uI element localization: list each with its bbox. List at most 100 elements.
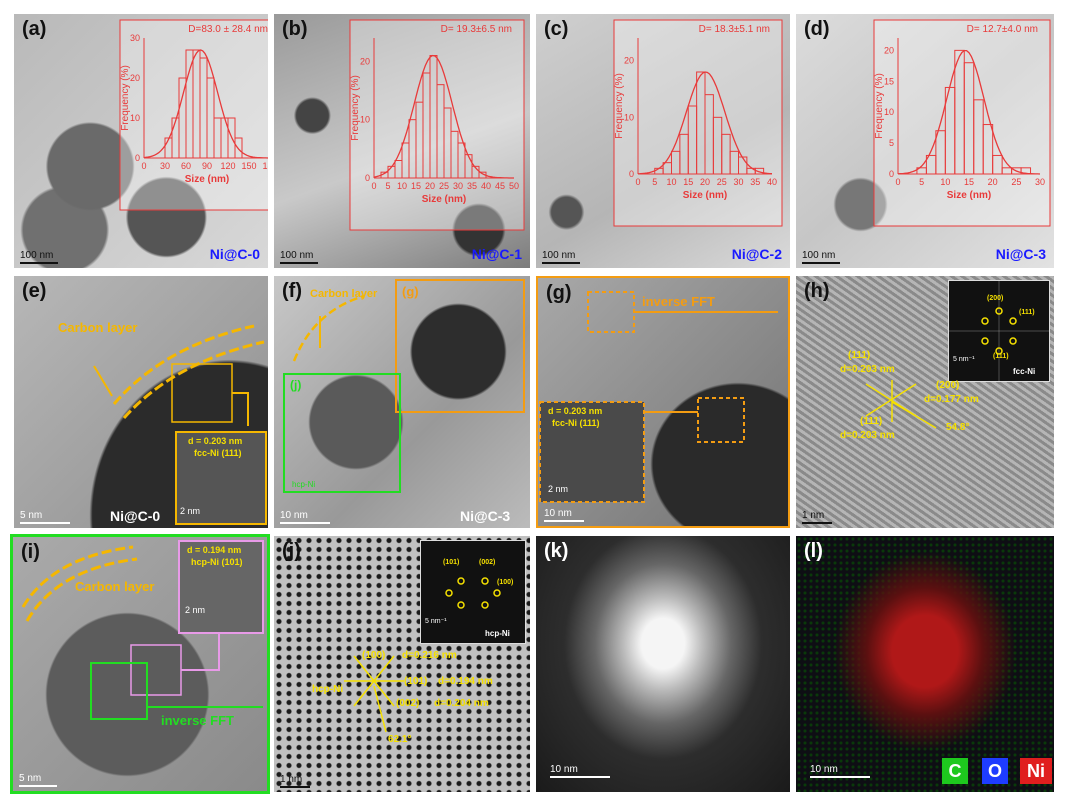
gaussian-fit [897,49,1041,175]
x-axis-label: Size (nm) [422,194,466,205]
callout-arrow [232,392,249,426]
x-tick-label: 40 [481,181,491,191]
panel-g: (g) inverse FFT d = 0.203 nm fcc-Ni (111… [536,276,790,528]
scale-label: 100 nm [20,250,54,261]
inverse-fft-label: inverse FFT [642,294,715,309]
panel-j: (j) (101) (002) (100) 5 nm⁻¹ hcp-Ni (100… [274,536,530,792]
fft-label-002: (002) [479,559,496,566]
scale-label: 10 nm [810,764,838,775]
y-tick-label: 10 [624,112,634,122]
d-spacing-label: d=0.203 nm [840,364,895,375]
x-tick-label: 60 [181,161,191,171]
fft-inset: (101) (002) (100) 5 nm⁻¹ hcp-Ni [420,540,526,644]
carbon-layer-label: Carbon layer [75,579,155,594]
carbon-layer-label: Carbon layer [58,320,138,335]
x-tick-label: 90 [202,161,212,171]
panel-b: (b) 0 5 10 15 20 25 30 35 40 45 50 0 10 20 Size (nm) Fr… [274,14,530,268]
plane-label: (111) [860,416,883,427]
y-axis-label: Frequency (%) [874,73,885,139]
mean-size-label: D= 12.7±4.0 nm [967,24,1038,35]
x-tick-label: 20 [700,177,710,187]
panel-label: (j) [282,540,301,562]
scale-bar: 10 nm [280,510,330,524]
plane-label: (101) [404,676,428,687]
d-spacing-label: d=0.216 nm [402,650,457,661]
fft-label-100: (100) [497,579,514,586]
scale-bar: 100 nm [542,250,580,264]
x-tick-label: 30 [453,181,463,191]
d-spacing-label: d=0.203 nm [840,430,895,441]
selection-box [587,291,635,333]
x-tick-label: 35 [467,181,477,191]
x-tick-label: 120 [220,161,235,171]
panel-a: (a) 0 30 60 90 120 150 180 0 10 20 30 Size (nm) Freq… [14,14,268,268]
y-tick-label: 20 [624,56,634,66]
inverse-fft-label: inverse FFT [161,713,234,728]
x-axis-label: Size (nm) [947,190,991,201]
fft-scale: 5 nm⁻¹ [425,618,447,625]
histogram-bar [234,137,243,159]
lattice-annotation [865,380,937,429]
x-tick-label: 40 [767,177,777,187]
fft-inset: (200) (111) (111) 5 nm⁻¹ fcc-Ni [948,280,1050,382]
panel-label: (f) [282,280,302,302]
y-axis-label: Frequency (%) [350,75,361,141]
panel-c: (c) 0 5 10 15 20 25 30 35 40 0 10 20 Size (nm) Freque… [536,14,790,268]
x-tick-label: 10 [397,181,407,191]
panel-label: (l) [804,540,823,562]
gaussian-fit [637,71,773,175]
scale-label: 100 nm [802,250,836,261]
size-histogram: 0 30 60 90 120 150 180 0 10 20 30 Size (nm) Frequenc… [119,19,268,211]
x-tick-label: 25 [717,177,727,187]
scale-label: 100 nm [280,250,314,261]
y-tick-label: 0 [629,169,634,179]
x-tick-label: 20 [425,181,435,191]
y-tick-label: 10 [884,107,894,117]
carbon-layer-outline [112,324,255,405]
panel-label: (b) [282,18,308,40]
angle-label: 54.8° [946,422,970,433]
y-tick-label: 10 [130,113,140,123]
y-tick-label: 20 [130,73,140,83]
carbon-layer-outline [21,545,134,608]
scale-label: 5 nm [20,510,43,521]
histogram-bar [1020,167,1032,175]
plane-label: (100) [362,650,386,661]
legend-label: O [987,760,1002,781]
plane-label: fcc-Ni (111) [194,448,242,458]
scale-bar: 10 nm [550,764,610,778]
d-spacing-label: d=0.194 nm [438,676,493,687]
carbon-layer-outline [292,294,365,362]
sample-label: Ni@C-2 [731,246,782,262]
d-spacing-label: d=0.177 nm [924,394,979,405]
panel-d: (d) 0 5 10 15 20 25 30 0 5 10 15 20 Size (nm) Frequen… [796,14,1054,268]
scale-label: 10 nm [550,764,578,775]
selection-box-g [395,279,525,413]
fft-pattern [949,281,1049,381]
scale-bar: 1 nm [280,774,310,788]
mean-size-label: D= 19.3±6.5 nm [441,24,512,35]
scale-label: 10 nm [280,510,308,521]
x-tick-label: 50 [509,181,519,191]
x-tick-label: 30 [160,161,170,171]
scale-label: 1 nm [802,510,825,521]
selection-box [90,662,148,720]
panel-label: (a) [22,18,47,40]
y-tick-label: 15 [884,76,894,86]
plane-label: (200) [936,380,960,391]
x-tick-label: 30 [733,177,743,187]
y-tick-label: 30 [130,33,140,43]
x-tick-label: 30 [1035,177,1045,187]
carbon-layer-outline [122,340,265,419]
x-axis-label: Size (nm) [683,190,727,201]
inset-scale-label: 2 nm [185,605,206,615]
panel-h: (h) (200) (111) (111) 5 nm⁻¹ fcc-Ni (111… [796,276,1054,528]
panel-k: (k) 10 nm [536,536,790,792]
phase-label: hcp-Ni [312,684,344,695]
plane-label: hcp-Ni (101) [191,557,243,567]
x-tick-label: 5 [919,177,924,187]
histogram-frame [613,19,783,227]
histogram-bar [982,124,994,175]
phase-label: hcp-Ni [292,480,316,489]
